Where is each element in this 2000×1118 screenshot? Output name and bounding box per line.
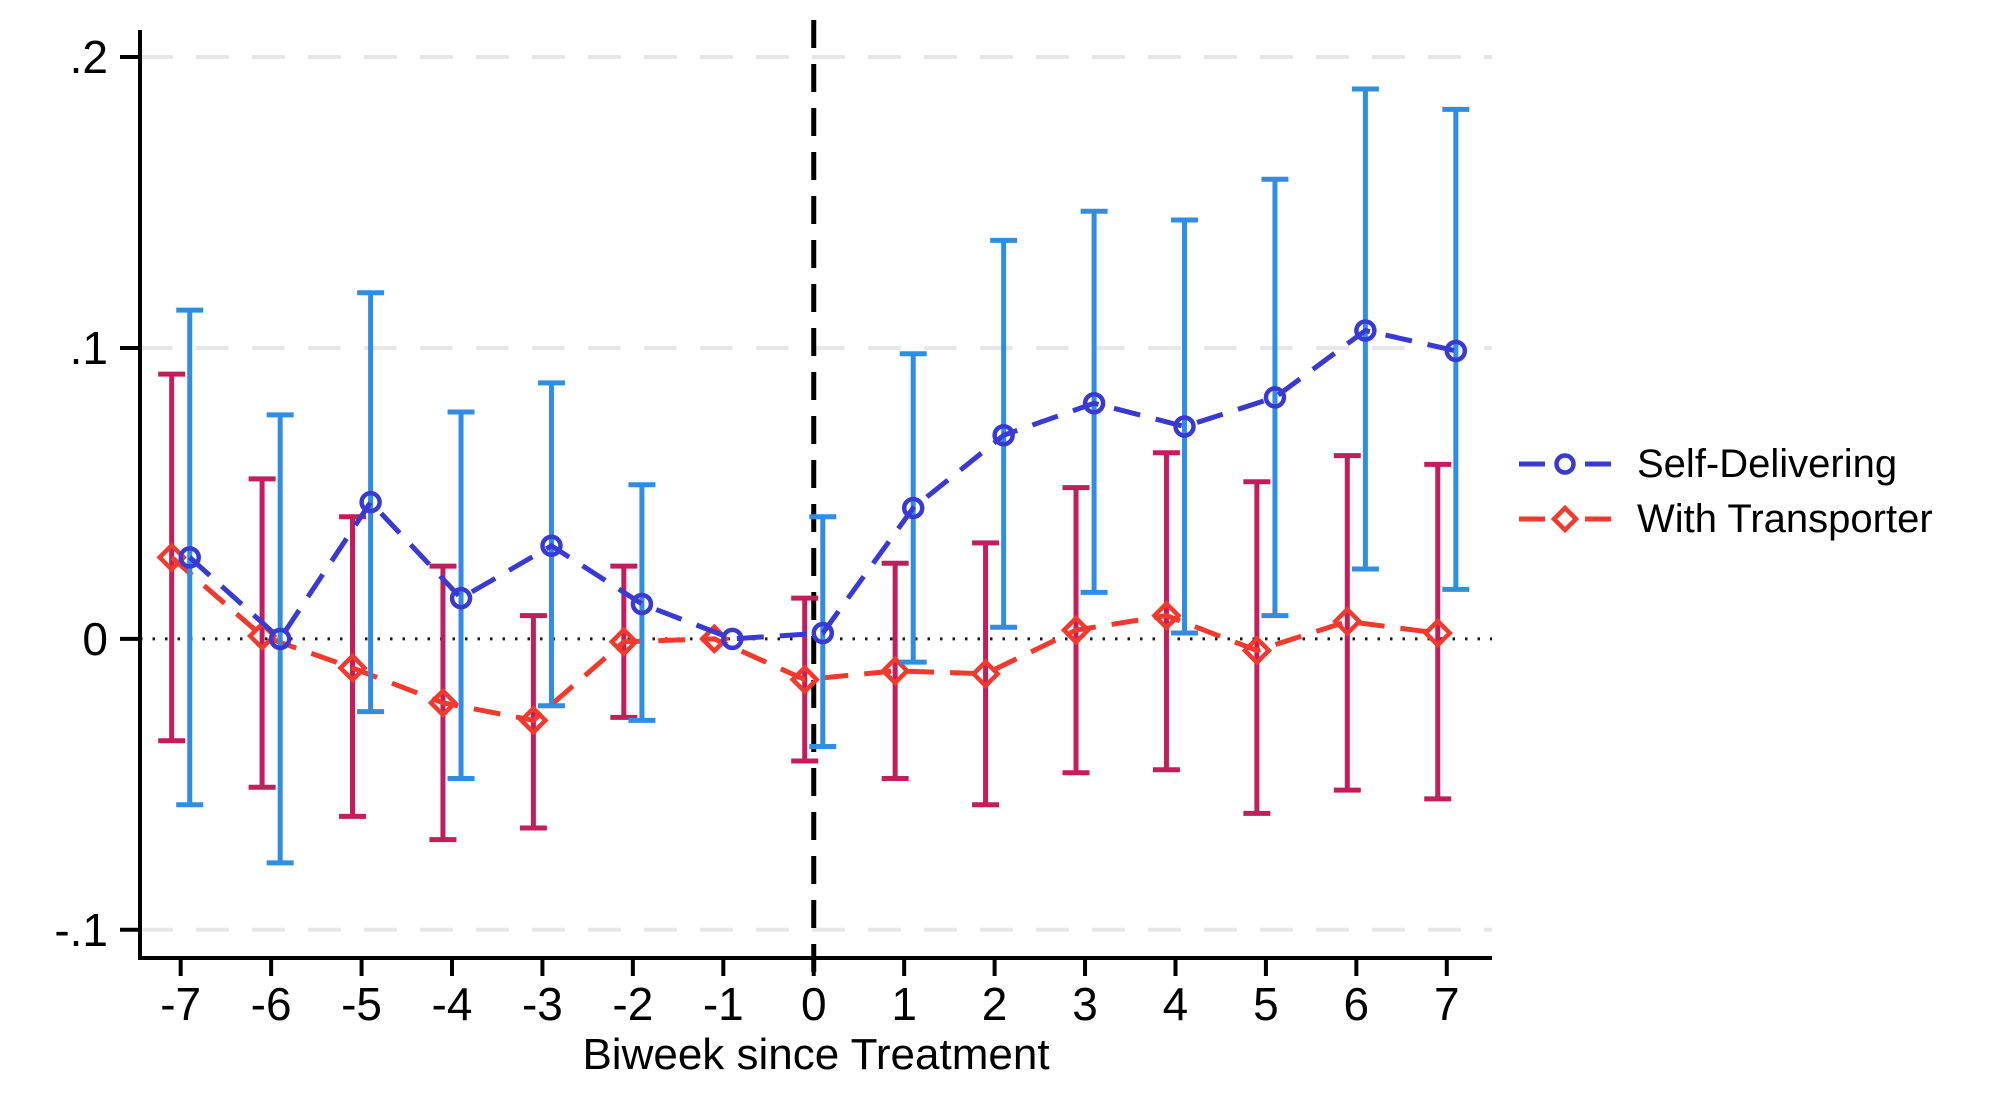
x-tick-label: 7 — [1434, 978, 1460, 1030]
x-tick-label: 3 — [1072, 978, 1098, 1030]
y-axis-ticks: .2 .1 0 -.1 — [54, 31, 140, 956]
legend-label-with-transporter: With Transporter — [1637, 497, 1933, 541]
x-tick-label: 6 — [1344, 978, 1370, 1030]
x-tick-label: 2 — [982, 978, 1008, 1030]
x-tick-label: 4 — [1163, 978, 1189, 1030]
legend-label-self-delivering: Self-Delivering — [1637, 442, 1898, 486]
x-tick-label: -7 — [160, 978, 201, 1030]
series-with-transporter — [156, 371, 1453, 843]
x-tick-label: -5 — [341, 978, 382, 1030]
x-tick-label: -3 — [522, 978, 563, 1030]
y-gridlines — [140, 55, 1492, 932]
x-tick-label: -6 — [251, 978, 292, 1030]
legend-item-self-delivering: Self-Delivering — [1517, 441, 1933, 487]
legend: Self-Delivering With Transporter — [1517, 441, 1933, 542]
series-self-delivering — [176, 86, 1470, 866]
x-axis-title: Biweek since Treatment — [582, 1030, 1050, 1079]
x-axis-ticks: -7 -6 -5 -4 -3 -2 -1 0 1 2 3 4 5 6 7 — [160, 958, 1460, 1030]
x-tick-label: -1 — [703, 978, 744, 1030]
with-transporter-key-icon — [1519, 504, 1611, 534]
y-tick-label: -.1 — [54, 904, 108, 956]
y-tick-label: .2 — [70, 31, 108, 83]
self-delivering-key-icon — [1519, 453, 1611, 475]
x-tick-label: 1 — [891, 978, 917, 1030]
x-tick-label: -2 — [612, 978, 653, 1030]
x-tick-label: -4 — [432, 978, 473, 1030]
x-tick-label: 0 — [801, 978, 827, 1030]
y-tick-label: .1 — [70, 322, 108, 374]
y-tick-label: 0 — [82, 613, 108, 665]
x-tick-label: 5 — [1253, 978, 1279, 1030]
legend-item-with-transporter: With Transporter — [1517, 496, 1933, 542]
